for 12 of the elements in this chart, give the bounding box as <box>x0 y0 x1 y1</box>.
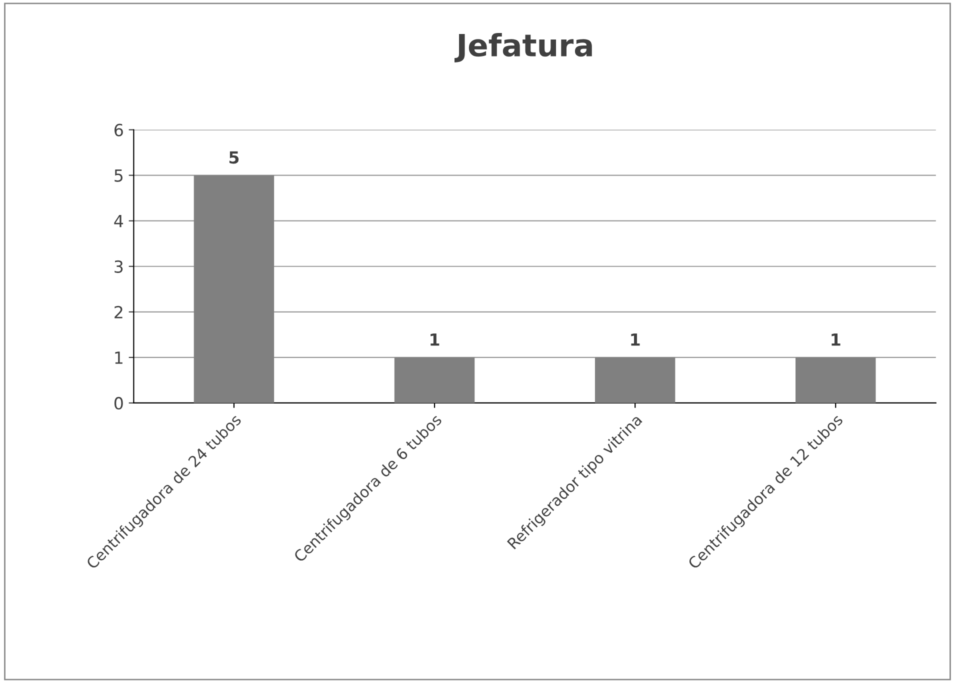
data-label: 1 <box>832 333 840 346</box>
y-tick-label: 2 <box>114 306 122 318</box>
y-tick-label: 4 <box>114 215 124 228</box>
y-tick-label: 5 <box>114 169 123 182</box>
y-tick-label: 3 <box>114 260 123 273</box>
data-label: 1 <box>430 333 440 346</box>
y-tick-label: 6 <box>114 124 123 136</box>
data-label: 5 <box>229 151 239 164</box>
data-label: 1 <box>631 333 640 346</box>
y-tick-label: 1 <box>115 352 122 364</box>
y-tick-label: 0 <box>114 396 123 410</box>
chart-title: Jefatura <box>454 33 592 62</box>
